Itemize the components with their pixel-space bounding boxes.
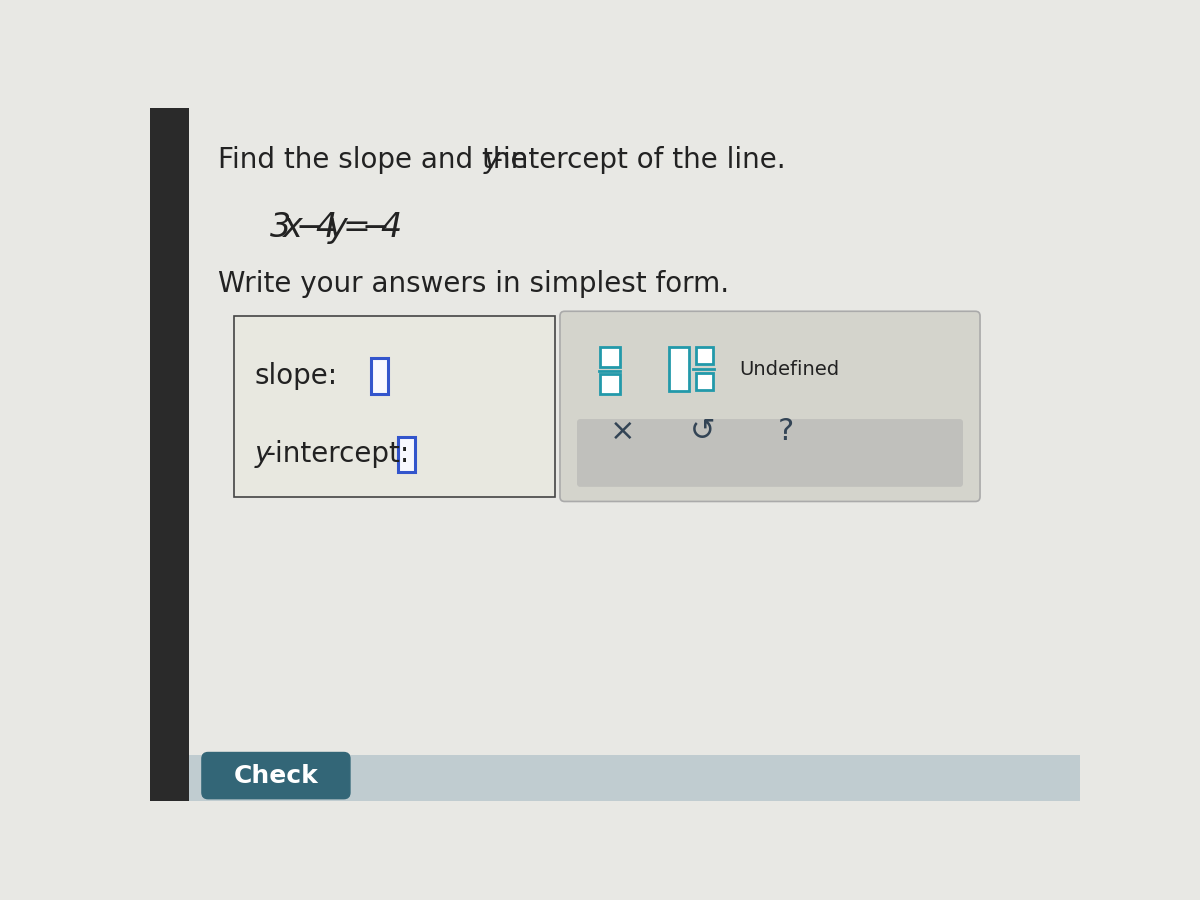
Text: 4: 4 xyxy=(380,211,402,244)
Text: -intercept of the line.: -intercept of the line. xyxy=(492,147,785,175)
Bar xyxy=(600,374,619,394)
Text: ?: ? xyxy=(778,417,793,446)
Bar xyxy=(670,346,689,392)
Text: 3: 3 xyxy=(270,211,292,244)
Text: -intercept:: -intercept: xyxy=(265,440,409,469)
Bar xyxy=(188,755,1080,801)
FancyBboxPatch shape xyxy=(560,311,980,501)
Text: y: y xyxy=(328,211,347,244)
Text: Write your answers in simplest form.: Write your answers in simplest form. xyxy=(218,270,730,298)
Text: 4: 4 xyxy=(316,211,336,244)
Text: Check: Check xyxy=(234,763,319,788)
Text: =: = xyxy=(343,211,371,244)
Text: ×: × xyxy=(610,417,636,446)
Bar xyxy=(696,346,713,364)
Text: y: y xyxy=(484,147,499,175)
Bar xyxy=(696,373,713,390)
Bar xyxy=(398,436,415,472)
FancyBboxPatch shape xyxy=(577,419,962,487)
Bar xyxy=(600,346,619,366)
Text: slope:: slope: xyxy=(254,362,337,390)
Text: Undefined: Undefined xyxy=(739,360,839,379)
Text: y: y xyxy=(254,440,271,469)
Bar xyxy=(150,108,188,801)
Bar xyxy=(234,316,556,497)
Text: ↺: ↺ xyxy=(690,417,715,446)
Bar xyxy=(371,358,388,393)
Text: Find the slope and the: Find the slope and the xyxy=(218,147,536,175)
FancyBboxPatch shape xyxy=(202,752,350,798)
Text: −: − xyxy=(295,211,324,244)
Text: x: x xyxy=(282,211,302,244)
Text: −: − xyxy=(361,211,390,244)
